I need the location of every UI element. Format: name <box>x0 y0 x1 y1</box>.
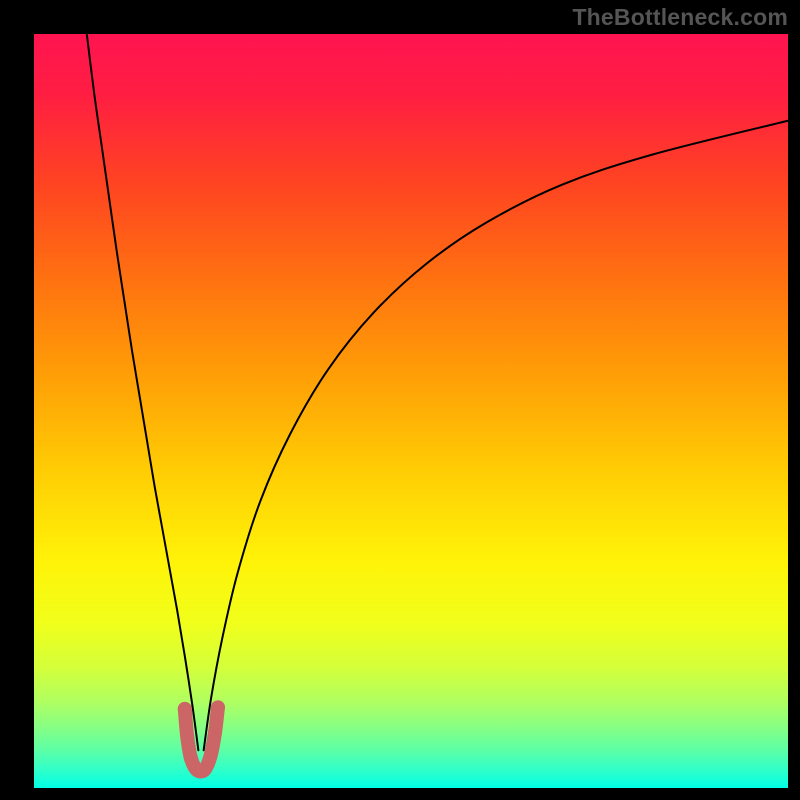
watermark-text: TheBottleneck.com <box>572 4 788 31</box>
marker-dot <box>178 702 192 716</box>
marker-dot <box>184 751 198 765</box>
marker-dot <box>211 700 225 714</box>
gradient-background <box>34 34 788 788</box>
marker-dot <box>208 726 222 740</box>
marker-dot <box>203 749 217 763</box>
marker-dot <box>197 763 211 777</box>
plot-area <box>34 34 788 788</box>
marker-dot <box>180 728 194 742</box>
plot-svg <box>34 34 788 788</box>
